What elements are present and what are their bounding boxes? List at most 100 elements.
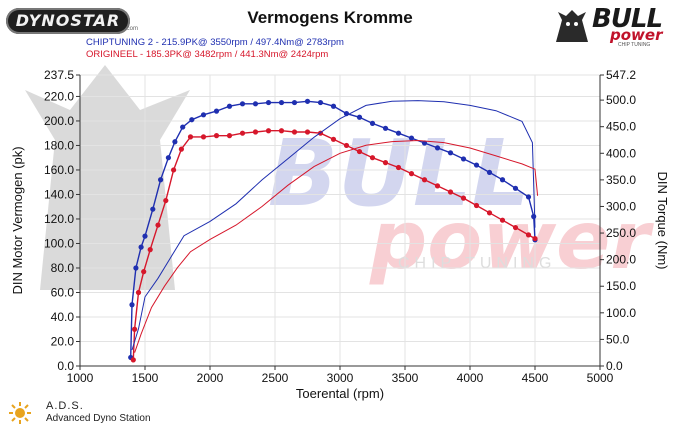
- y-tick-label: 100.0: [44, 236, 74, 250]
- y-tick-label: 120.0: [44, 212, 74, 226]
- y2-tick-label: 50.0: [606, 332, 630, 346]
- data-point: [486, 169, 493, 176]
- data-point: [421, 177, 428, 183]
- data-point: [408, 135, 415, 141]
- data-point: [158, 177, 164, 183]
- data-point: [369, 155, 376, 161]
- data-point: [278, 128, 285, 134]
- y-tick-label: 40.0: [51, 310, 75, 324]
- data-point: [330, 103, 337, 109]
- bull-head-icon: [556, 10, 588, 42]
- data-point: [226, 133, 233, 139]
- data-point: [133, 265, 139, 271]
- data-point: [499, 177, 506, 183]
- y2-tick-label: 200.0: [606, 253, 636, 267]
- data-point: [473, 162, 480, 168]
- y-tick-label: 237.5: [44, 68, 74, 82]
- data-point: [155, 222, 161, 228]
- y2-tick-label: 150.0: [606, 279, 636, 293]
- y-tick-label: 220.0: [44, 89, 74, 103]
- data-point: [213, 133, 220, 139]
- ads-sun-icon: [9, 402, 31, 424]
- data-point: [130, 357, 136, 363]
- y-tick-label: 80.0: [51, 261, 75, 275]
- data-point: [200, 112, 207, 118]
- data-point: [172, 139, 178, 145]
- data-point: [147, 247, 153, 253]
- data-point: [200, 134, 207, 140]
- x-axis-label: Toerental (rpm): [296, 386, 384, 401]
- power-logo-word: power: [610, 26, 663, 44]
- data-point: [460, 156, 467, 162]
- x-tick-label: 2000: [197, 371, 224, 385]
- x-tick-label: 4000: [457, 371, 484, 385]
- data-point: [408, 171, 415, 177]
- ads-subtitle: Advanced Dyno Station: [46, 413, 151, 424]
- x-tick-label: 4500: [522, 371, 549, 385]
- data-point: [330, 136, 337, 142]
- legend-entry-chiptuning: CHIPTUNING 2 - 215.9PK@ 3550rpm / 497.4N…: [86, 37, 344, 48]
- data-point: [138, 244, 144, 250]
- data-point: [447, 189, 454, 195]
- data-point: [486, 210, 493, 216]
- data-point: [382, 160, 389, 166]
- data-point: [531, 213, 537, 220]
- y2-tick-label: 547.2: [606, 68, 636, 82]
- data-point: [343, 142, 350, 149]
- x-tick-label: 2500: [262, 371, 289, 385]
- dynostar-logo: DYNOSTAR: [6, 8, 130, 34]
- data-point: [291, 129, 298, 135]
- y2-tick-label: 350.0: [606, 173, 636, 187]
- data-point: [291, 99, 298, 106]
- data-point: [532, 235, 538, 242]
- data-point: [512, 185, 519, 191]
- data-point: [171, 167, 177, 173]
- y-tick-label: 160.0: [44, 163, 74, 177]
- data-point: [180, 124, 186, 130]
- bull-power-logo: BULL power CHIP TUNING: [552, 4, 663, 48]
- data-point: [512, 224, 519, 231]
- y-tick-label: 180.0: [44, 138, 74, 152]
- data-point: [304, 98, 311, 104]
- data-point: [252, 101, 259, 107]
- y-axis-label: DIN Motor Vermogen (pk): [10, 146, 25, 294]
- watermark-word-power: power: [369, 194, 654, 287]
- torque-line-origineel: [134, 139, 539, 353]
- y2-tick-label: 250.0: [606, 226, 636, 240]
- data-point: [141, 269, 147, 275]
- x-tick-label: 3500: [392, 371, 419, 385]
- data-point: [129, 302, 135, 308]
- y-tick-label: 140.0: [44, 187, 74, 201]
- data-point: [239, 101, 246, 107]
- data-point: [525, 194, 532, 200]
- data-point: [163, 197, 169, 204]
- data-point: [187, 134, 194, 140]
- data-point: [252, 129, 259, 135]
- data-point: [189, 117, 195, 123]
- data-point: [265, 128, 272, 134]
- y2-tick-label: 400.0: [606, 146, 636, 160]
- y2-axis-label: DIN Torque (Nm): [655, 171, 670, 269]
- data-point: [447, 150, 454, 156]
- data-point: [142, 233, 148, 239]
- data-point: [178, 146, 184, 152]
- data-point: [356, 114, 363, 120]
- y2-tick-label: 500.0: [606, 93, 636, 107]
- data-point: [265, 99, 272, 106]
- data-point: [356, 148, 363, 155]
- data-point: [304, 129, 311, 135]
- data-point: [132, 326, 138, 332]
- data-point: [278, 99, 285, 106]
- data-point: [434, 183, 441, 189]
- y2-tick-label: 300.0: [606, 199, 636, 213]
- y2-tick-label: 0.0: [606, 359, 623, 373]
- data-point: [460, 195, 467, 201]
- bull-logo-word: BULL: [592, 4, 663, 34]
- data-point: [317, 99, 324, 106]
- data-point: [226, 103, 233, 109]
- torque-line-chiptuning: [131, 100, 536, 351]
- data-point: [525, 232, 532, 238]
- x-tick-label: 1500: [132, 371, 159, 385]
- data-point: [165, 155, 171, 161]
